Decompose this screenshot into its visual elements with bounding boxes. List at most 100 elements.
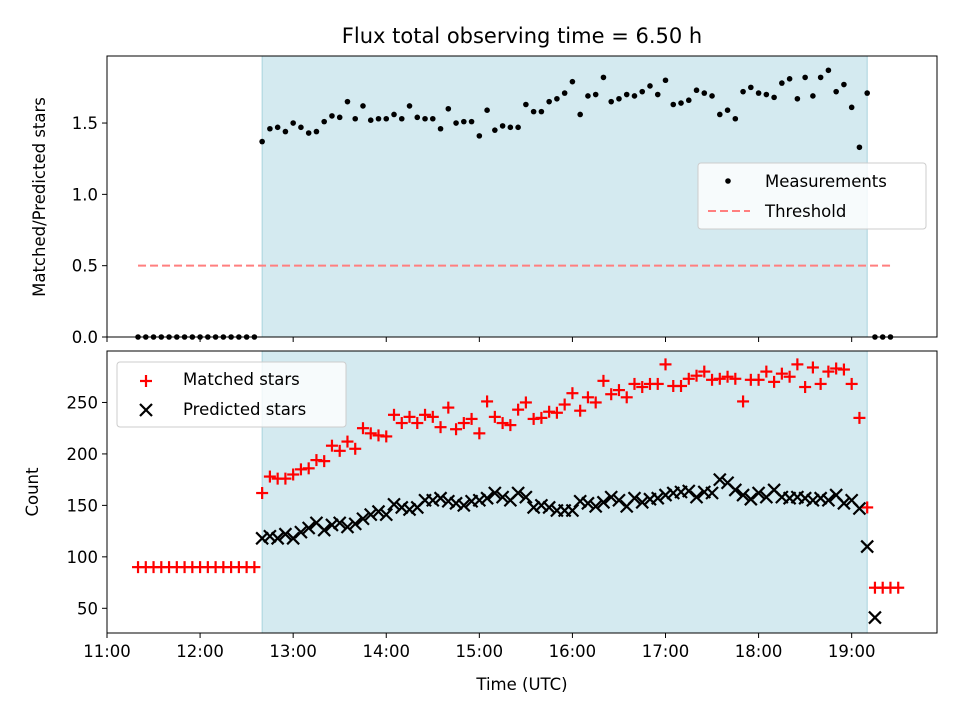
predicted-stars-point — [348, 517, 363, 531]
matched-stars-point — [349, 442, 362, 455]
x-tick-label: 12:00 — [176, 642, 224, 661]
matched-stars-point — [620, 391, 633, 404]
measurement-point — [406, 103, 413, 109]
bottom-legend: Matched stars Predicted stars — [116, 361, 347, 428]
x-tick-label: 18:00 — [735, 642, 783, 661]
matched-stars-point — [388, 408, 401, 421]
measurement-point — [724, 107, 731, 114]
measurement-point — [864, 90, 870, 96]
top-panel: Flux total observing time = 6.50 h Match… — [30, 24, 938, 347]
predicted-stars-point — [705, 486, 719, 500]
predicted-stars-point — [332, 516, 347, 530]
bottom-y-tick-label: 50 — [77, 599, 98, 618]
measurement-point — [461, 118, 467, 125]
top-y-axis-label: Matched/Predicted stars — [30, 97, 49, 297]
measurement-point — [802, 74, 808, 81]
bottom-y-tick-label: 200 — [67, 445, 99, 464]
measurement-point — [740, 88, 746, 95]
predicted-stars-point — [689, 490, 704, 504]
measurement-point — [538, 108, 545, 115]
matched-stars-point — [426, 410, 439, 423]
matched-stars-point — [558, 398, 571, 411]
matched-stars-point — [837, 363, 850, 376]
measurement-point — [429, 115, 436, 122]
bottom-plot-area — [132, 358, 905, 625]
matched-stars-point — [256, 487, 269, 500]
matched-stars-point — [861, 501, 874, 514]
matched-stars-point — [356, 422, 369, 435]
top-y-tick-label: 0.5 — [72, 257, 98, 276]
legend-measurements-label: Measurements — [765, 172, 887, 191]
matched-stars-point — [550, 406, 563, 419]
measurement-point — [492, 127, 498, 133]
matched-stars-point — [628, 377, 641, 390]
x-tick-label: 16:00 — [549, 642, 597, 661]
x-tick-label: 14:00 — [362, 642, 410, 661]
measurement-point — [313, 128, 320, 135]
measurement-point — [282, 128, 289, 135]
predicted-stars-point — [402, 502, 417, 517]
matched-stars-point — [698, 365, 711, 378]
matched-stars-point — [690, 369, 703, 382]
predicted-stars-point — [751, 486, 766, 500]
matched-stars-point — [248, 561, 261, 574]
matched-stars-point — [853, 411, 866, 424]
measurement-point — [693, 87, 700, 94]
predicted-stars-point — [713, 472, 727, 487]
bottom-axes: 50 100 150 200 250 11:00 12:00 13:00 14:00 15:00 1… — [67, 393, 876, 661]
matched-stars-point — [512, 403, 525, 416]
legend-matched-label: Matched stars — [183, 370, 300, 389]
top-legend-box — [697, 162, 927, 230]
predicted-stars-point — [868, 610, 882, 625]
matched-stars-point — [364, 427, 377, 440]
measurement-point — [841, 81, 847, 88]
matched-stars-point — [806, 361, 819, 374]
matched-stars-point — [636, 381, 649, 394]
predicted-stars-point — [433, 491, 448, 505]
bottom-y-tick-label: 250 — [67, 393, 99, 412]
predicted-stars-point — [278, 527, 293, 541]
predicted-stars-point — [837, 496, 851, 511]
matched-stars-point — [721, 370, 734, 383]
predicted-stars-point — [604, 490, 618, 504]
measurement-point — [321, 118, 327, 125]
measurement-point — [274, 124, 281, 131]
measurement-point — [305, 130, 312, 136]
measurement-point — [786, 76, 793, 82]
measurement-point — [848, 104, 855, 111]
measurement-point — [817, 74, 824, 81]
matched-stars-point — [380, 430, 393, 443]
top-legend: Measurements Threshold — [697, 162, 927, 230]
measurement-point — [484, 107, 490, 114]
measurement-point — [569, 78, 576, 85]
matched-stars-point — [434, 421, 447, 434]
matched-stars-point — [341, 435, 354, 448]
predicted-stars-point — [379, 507, 394, 522]
predicted-stars-point — [588, 499, 603, 514]
predicted-stars-point — [511, 486, 525, 500]
measurement-point — [383, 115, 390, 122]
predicted-stars-point — [457, 498, 471, 513]
matched-stars-point — [333, 444, 346, 457]
x-tick-label: 11:00 — [83, 642, 131, 661]
x-tick-label: 15:00 — [456, 642, 504, 661]
measurement-point — [367, 117, 374, 123]
predicted-stars-point — [612, 493, 626, 508]
predicted-stars-point — [480, 491, 494, 505]
matched-stars-point — [535, 411, 548, 424]
measurement-point — [833, 88, 839, 95]
predicted-stars-point — [581, 496, 595, 511]
predicted-stars-point — [728, 483, 743, 497]
matched-stars-point — [612, 384, 625, 397]
measurement-point — [763, 91, 770, 98]
predicted-stars-point — [495, 490, 510, 504]
matched-stars-point — [403, 410, 416, 423]
matched-stars-point — [302, 462, 315, 475]
matched-stars-point — [752, 373, 765, 386]
predicted-stars-point — [806, 493, 820, 508]
predicted-stars-point — [526, 500, 541, 515]
predicted-stars-point — [650, 491, 665, 505]
x-axis-label: Time (UTC) — [475, 675, 567, 694]
matched-stars-point — [263, 470, 276, 483]
